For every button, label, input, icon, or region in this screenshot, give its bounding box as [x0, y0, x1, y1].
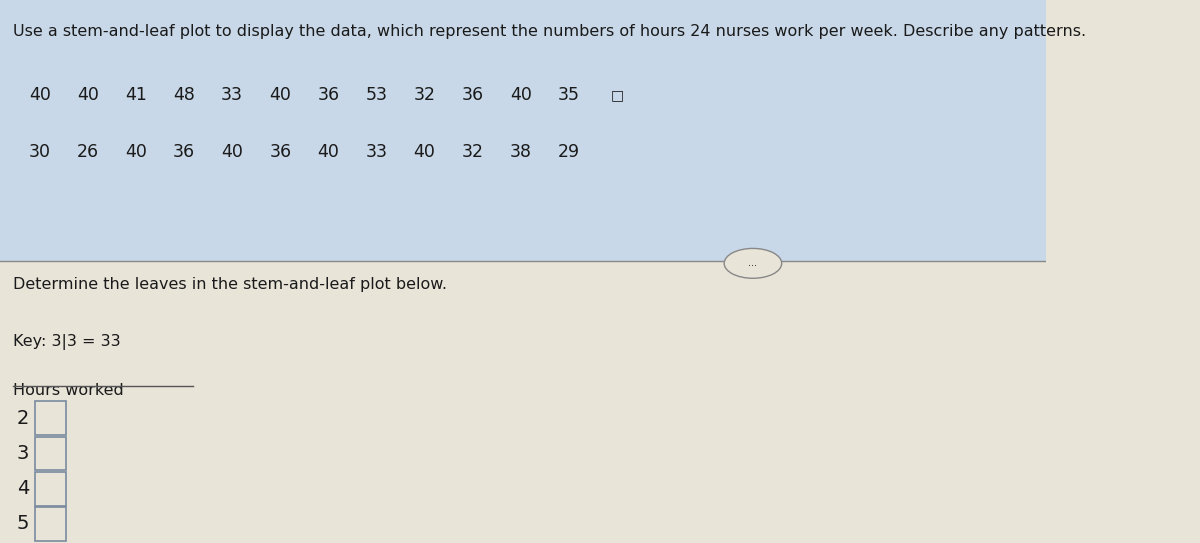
Text: Key: 3|3 = 33: Key: 3|3 = 33: [12, 334, 120, 350]
Text: 40: 40: [318, 143, 340, 161]
Text: 40: 40: [29, 86, 50, 104]
Text: 36: 36: [269, 143, 292, 161]
Text: 40: 40: [221, 143, 244, 161]
Text: 29: 29: [558, 143, 580, 161]
Text: 32: 32: [414, 86, 436, 104]
Text: 40: 40: [125, 143, 146, 161]
FancyBboxPatch shape: [0, 0, 1045, 261]
Text: 40: 40: [510, 86, 532, 104]
Text: 40: 40: [269, 86, 292, 104]
Text: 53: 53: [366, 86, 388, 104]
Text: 3: 3: [17, 444, 29, 463]
Text: ...: ...: [749, 258, 757, 268]
Text: 38: 38: [510, 143, 532, 161]
Text: Hours worked: Hours worked: [12, 383, 124, 398]
Text: 48: 48: [173, 86, 194, 104]
Text: 2: 2: [17, 409, 29, 427]
Text: 36: 36: [173, 143, 196, 161]
Text: 35: 35: [558, 86, 580, 104]
Text: Use a stem-and-leaf plot to display the data, which represent the numbers of hou: Use a stem-and-leaf plot to display the …: [12, 24, 1086, 40]
Text: 41: 41: [125, 86, 146, 104]
Text: 36: 36: [317, 86, 340, 104]
Text: 40: 40: [77, 86, 98, 104]
Text: □: □: [611, 88, 624, 102]
Text: 33: 33: [366, 143, 388, 161]
Text: Determine the leaves in the stem-and-leaf plot below.: Determine the leaves in the stem-and-lea…: [12, 277, 446, 292]
Text: 30: 30: [29, 143, 50, 161]
Ellipse shape: [724, 249, 781, 279]
Text: 32: 32: [462, 143, 484, 161]
Text: 33: 33: [221, 86, 244, 104]
Text: 5: 5: [17, 515, 29, 533]
Text: 26: 26: [77, 143, 98, 161]
Text: 36: 36: [462, 86, 484, 104]
Text: 40: 40: [414, 143, 436, 161]
Text: 4: 4: [17, 479, 29, 498]
